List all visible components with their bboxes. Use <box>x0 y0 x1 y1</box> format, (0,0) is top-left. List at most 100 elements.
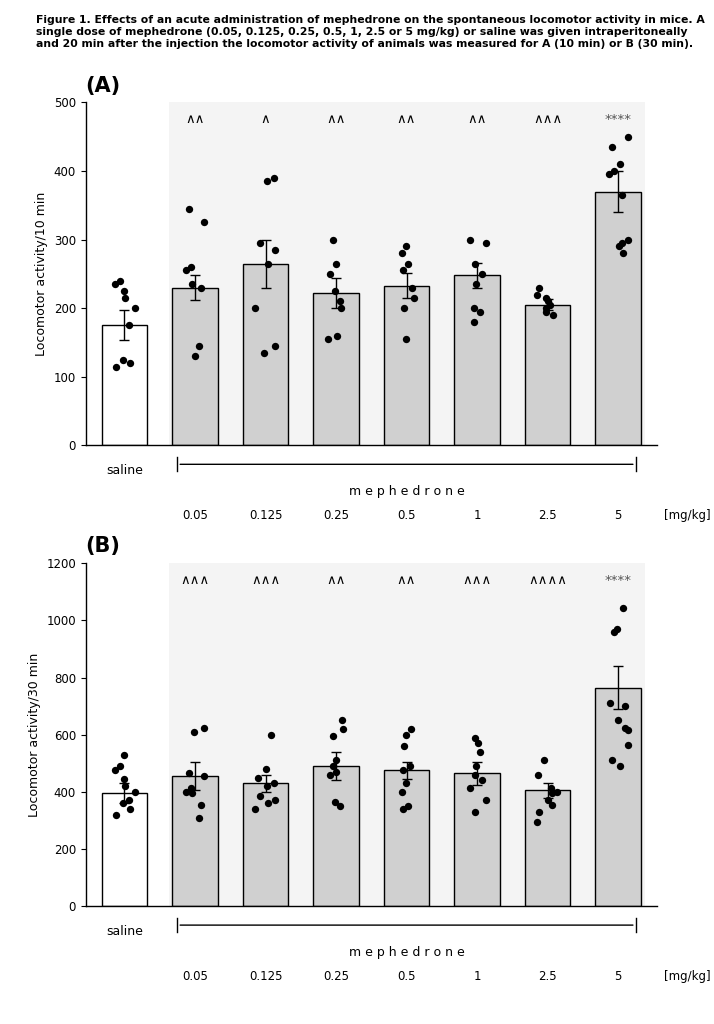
Point <box>330 753 341 769</box>
Text: 0.05: 0.05 <box>182 509 208 522</box>
Point <box>406 721 417 737</box>
Point <box>336 300 347 316</box>
Bar <box>101 326 147 445</box>
Text: 0.125: 0.125 <box>248 509 282 522</box>
Text: 0.25: 0.25 <box>323 509 349 522</box>
Point <box>269 242 281 258</box>
Point <box>547 307 558 324</box>
Point <box>622 722 633 738</box>
Bar <box>313 766 359 906</box>
Point <box>114 758 125 774</box>
Text: 1: 1 <box>473 970 481 983</box>
Text: 0.5: 0.5 <box>397 509 416 522</box>
Text: (A): (A) <box>86 76 121 95</box>
Point <box>614 156 625 172</box>
Point <box>110 762 121 778</box>
Point <box>125 801 136 817</box>
Text: ∧∧: ∧∧ <box>397 573 416 587</box>
Point <box>616 186 628 203</box>
Bar <box>172 776 218 906</box>
Point <box>545 779 557 796</box>
Point <box>480 793 491 809</box>
Point <box>334 293 346 309</box>
Point <box>268 775 280 792</box>
Point <box>324 266 336 283</box>
Point <box>198 214 209 230</box>
Point <box>470 729 481 745</box>
Bar <box>313 293 359 445</box>
Bar <box>383 770 429 906</box>
Point <box>261 778 272 795</box>
Text: ∧∧∧: ∧∧∧ <box>181 573 210 587</box>
Point <box>470 804 481 820</box>
Bar <box>169 102 645 445</box>
Point <box>406 280 418 296</box>
Point <box>330 764 341 780</box>
Point <box>400 239 411 255</box>
Point <box>328 758 339 774</box>
Bar <box>169 563 645 906</box>
Point <box>540 290 551 306</box>
Point <box>117 351 129 368</box>
Point <box>258 345 270 361</box>
Point <box>110 358 121 375</box>
Bar <box>243 263 288 445</box>
Text: ∧∧: ∧∧ <box>397 113 416 126</box>
Text: saline: saline <box>106 464 143 477</box>
Text: m e p h e d r o n e: m e p h e d r o n e <box>348 946 464 958</box>
Bar <box>243 783 288 906</box>
Text: ****: **** <box>605 573 632 587</box>
Y-axis label: Locomotor activity/10 min: Locomotor activity/10 min <box>35 191 48 356</box>
Text: ****: **** <box>605 113 632 126</box>
Text: Figure 1. Effects of an acute administration of mephedrone on the spontaneous lo: Figure 1. Effects of an acute administra… <box>36 15 705 48</box>
Point <box>476 772 488 788</box>
Bar <box>454 275 500 445</box>
Point <box>546 785 558 802</box>
Text: 0.25: 0.25 <box>323 970 349 983</box>
Point <box>398 300 409 316</box>
Point <box>185 259 196 275</box>
Point <box>330 283 341 299</box>
Point <box>183 765 195 781</box>
Point <box>328 231 339 248</box>
Point <box>265 727 276 743</box>
Y-axis label: Locomotor activity/30 min: Locomotor activity/30 min <box>28 652 41 817</box>
Text: ∧∧∧: ∧∧∧ <box>463 573 492 587</box>
Point <box>262 255 273 271</box>
Text: ∧∧: ∧∧ <box>326 113 346 126</box>
Point <box>476 266 488 283</box>
Bar <box>172 288 218 445</box>
Point <box>622 231 633 248</box>
Text: ∧: ∧ <box>261 113 271 126</box>
Point <box>119 283 130 299</box>
Point <box>398 762 409 778</box>
Text: [mg/kg]: [mg/kg] <box>664 970 710 983</box>
Point <box>538 753 549 769</box>
Point <box>533 767 544 783</box>
Text: [mg/kg]: [mg/kg] <box>664 509 710 522</box>
Point <box>254 788 266 805</box>
Point <box>396 245 408 261</box>
Point <box>400 727 411 743</box>
Point <box>180 783 191 800</box>
Point <box>336 713 348 729</box>
Point <box>607 139 618 156</box>
Point <box>614 758 625 774</box>
Point <box>397 801 408 817</box>
Point <box>250 300 261 316</box>
Point <box>250 801 261 817</box>
Point <box>398 738 410 755</box>
Point <box>330 794 341 810</box>
Point <box>269 338 281 354</box>
Text: ∧∧∧: ∧∧∧ <box>533 113 562 126</box>
Point <box>620 720 631 736</box>
Point <box>110 807 121 823</box>
Point <box>471 276 482 293</box>
Point <box>400 775 411 792</box>
Point <box>185 779 196 796</box>
Text: ∧∧∧∧: ∧∧∧∧ <box>528 573 567 587</box>
Point <box>397 262 408 279</box>
Point <box>618 599 629 615</box>
Point <box>198 768 209 784</box>
Point <box>533 804 545 820</box>
